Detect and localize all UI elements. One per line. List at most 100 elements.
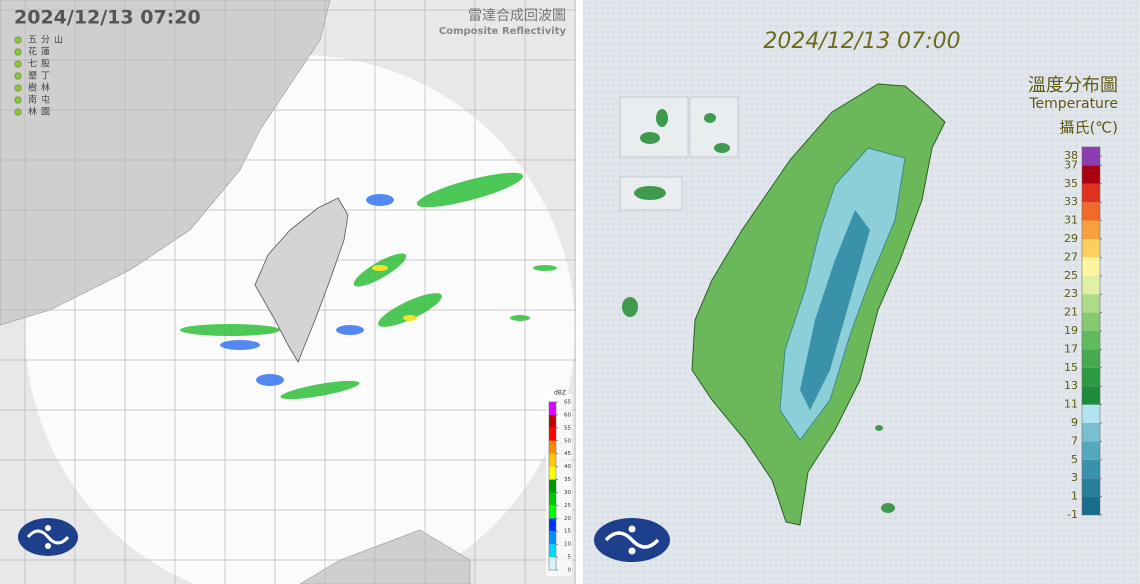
colorbar-tick-label: 27 bbox=[1064, 250, 1078, 263]
colorbar-segment bbox=[1082, 165, 1100, 184]
colorbar-segment bbox=[1082, 239, 1100, 258]
colorbar-tick-label: 31 bbox=[1064, 214, 1078, 227]
colorbar-segment bbox=[549, 479, 556, 493]
station-name: 林園 bbox=[28, 106, 54, 118]
station-name: 南屯 bbox=[28, 94, 54, 106]
colorbar-segment bbox=[549, 557, 556, 570]
station-name: 墾丁 bbox=[28, 70, 54, 82]
station-dot bbox=[14, 60, 22, 68]
colorbar-tick-label: 1 bbox=[1071, 490, 1078, 503]
colorbar-tick-label: 60 bbox=[564, 412, 571, 418]
title: 雷達合成回波圖 bbox=[468, 8, 566, 24]
colorbar-segment bbox=[1082, 441, 1100, 460]
colorbar-segment bbox=[549, 402, 556, 415]
colorbar-tick-label: 33 bbox=[1064, 195, 1078, 208]
colorbar-tick-label: 7 bbox=[1071, 434, 1078, 447]
colorbar-tick-label: 40 bbox=[564, 464, 571, 470]
colorbar-segment bbox=[549, 531, 556, 545]
timestamp: 2024/12/13 07:20 bbox=[14, 7, 201, 29]
title: 溫度分布圖 bbox=[1028, 75, 1118, 96]
colorbar-tick-label: 65 bbox=[564, 400, 571, 406]
timestamp: 2024/12/13 07:00 bbox=[763, 29, 960, 54]
station-dot bbox=[14, 108, 22, 116]
colorbar-segment bbox=[549, 427, 556, 441]
colorbar-tick-label: 38 bbox=[1064, 149, 1078, 162]
colorbar-segment bbox=[1082, 404, 1100, 423]
colorbar-tick-label: 5 bbox=[568, 555, 572, 561]
colorbar-segment bbox=[549, 414, 556, 428]
colorbar-tick-label: 17 bbox=[1064, 342, 1078, 355]
temperature-panel: 2024/12/13 07:00 溫度分布圖 Temperature 攝氏(℃)… bbox=[583, 0, 1140, 584]
colorbar-tick-label: 3 bbox=[1071, 471, 1078, 484]
colorbar-segment bbox=[549, 492, 556, 506]
colorbar-segment bbox=[1082, 386, 1100, 405]
radar-echoes bbox=[180, 172, 557, 400]
colorbar-tick-label: 45 bbox=[564, 451, 571, 457]
colorbar: 0 5 10 15 20 25 30 35 40 45 50 55 60 65 bbox=[548, 400, 572, 574]
colorbar-tick-label: 21 bbox=[1064, 306, 1078, 319]
colorbar-segment bbox=[1082, 478, 1100, 497]
subtitle: Composite Reflectivity bbox=[439, 26, 567, 37]
colorbar-segment bbox=[1082, 496, 1100, 515]
colorbar-tick-label: 5 bbox=[1071, 453, 1078, 466]
colorbar-segment bbox=[1082, 367, 1100, 387]
colorbar-segment bbox=[1082, 294, 1100, 313]
colorbar-tick-label: 15 bbox=[1064, 361, 1078, 374]
colorbar-segment bbox=[1082, 257, 1100, 276]
colorbar-tick-label: 30 bbox=[564, 490, 571, 496]
colorbar-segment bbox=[1082, 220, 1100, 239]
colorbar-frame bbox=[548, 401, 557, 571]
station-name: 花蓮 bbox=[28, 46, 54, 58]
colorbar-segment bbox=[1082, 275, 1100, 295]
colorbar-tick-label: 15 bbox=[564, 529, 571, 535]
station-name: 五分山 bbox=[28, 35, 67, 46]
colorbar-segment bbox=[549, 466, 556, 480]
logo bbox=[18, 518, 78, 556]
colorbar-tick-label: 23 bbox=[1064, 287, 1078, 300]
radar-panel: 2024/12/13 07:20 雷達合成回波圖 Composite Refle… bbox=[0, 0, 576, 584]
colorbar-tick-label: 0 bbox=[568, 568, 572, 574]
colorbar-tick-label: 35 bbox=[1064, 177, 1078, 190]
unit: 攝氏(℃) bbox=[1059, 119, 1118, 137]
colorbar-segment bbox=[549, 453, 556, 467]
colorbar-segment bbox=[549, 518, 556, 532]
station-dot bbox=[14, 72, 22, 80]
colorbar-segment bbox=[549, 544, 556, 558]
colorbar-tick-label: 25 bbox=[564, 503, 571, 509]
colorbar-segment bbox=[1082, 423, 1100, 442]
colorbar-segment bbox=[549, 440, 556, 454]
logo bbox=[594, 518, 670, 562]
colorbar-tick-label: -1 bbox=[1067, 508, 1078, 521]
colorbar-tick-label: 19 bbox=[1064, 324, 1078, 337]
station-dot bbox=[14, 84, 22, 92]
colorbar-segment bbox=[1082, 349, 1100, 368]
colorbar-tick-label: 10 bbox=[564, 542, 571, 548]
colorbar-segment bbox=[1082, 147, 1100, 166]
colorbar-tick-label: 55 bbox=[564, 425, 571, 431]
subtitle: Temperature bbox=[1028, 96, 1118, 112]
colorbar-segment bbox=[1082, 202, 1100, 221]
colorbar-tick-label: 20 bbox=[564, 516, 571, 522]
colorbar-tick-label: 25 bbox=[1064, 269, 1078, 282]
station-dot bbox=[14, 36, 22, 44]
colorbar-tick-label: 9 bbox=[1071, 416, 1078, 429]
colorbar-segment bbox=[549, 505, 556, 519]
station-dot bbox=[14, 96, 22, 104]
colorbar-tick-label: 11 bbox=[1064, 398, 1078, 411]
station-name: 樹林 bbox=[28, 82, 54, 94]
colorbar-tick-label: 50 bbox=[564, 438, 571, 444]
station-name: 七股 bbox=[28, 59, 54, 70]
colorbar-segment bbox=[1082, 331, 1100, 350]
colorbar-tick-label: 37 bbox=[1064, 158, 1078, 171]
colorbar-segment bbox=[1082, 183, 1100, 203]
colorbar-segment bbox=[1082, 459, 1100, 479]
colorbar-tick-label: 35 bbox=[564, 477, 571, 483]
colorbar-tick-label: 29 bbox=[1064, 232, 1078, 245]
colorbar-tick-label: 13 bbox=[1064, 379, 1078, 392]
colorbar-segment bbox=[1082, 312, 1100, 331]
station-dot bbox=[14, 48, 22, 56]
colorbar-unit: dBZ bbox=[554, 390, 566, 397]
